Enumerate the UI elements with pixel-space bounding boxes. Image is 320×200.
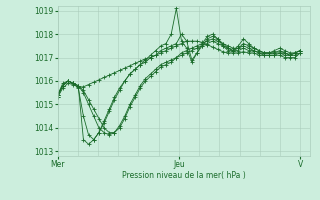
X-axis label: Pression niveau de la mer( hPa ): Pression niveau de la mer( hPa ) [122,171,246,180]
